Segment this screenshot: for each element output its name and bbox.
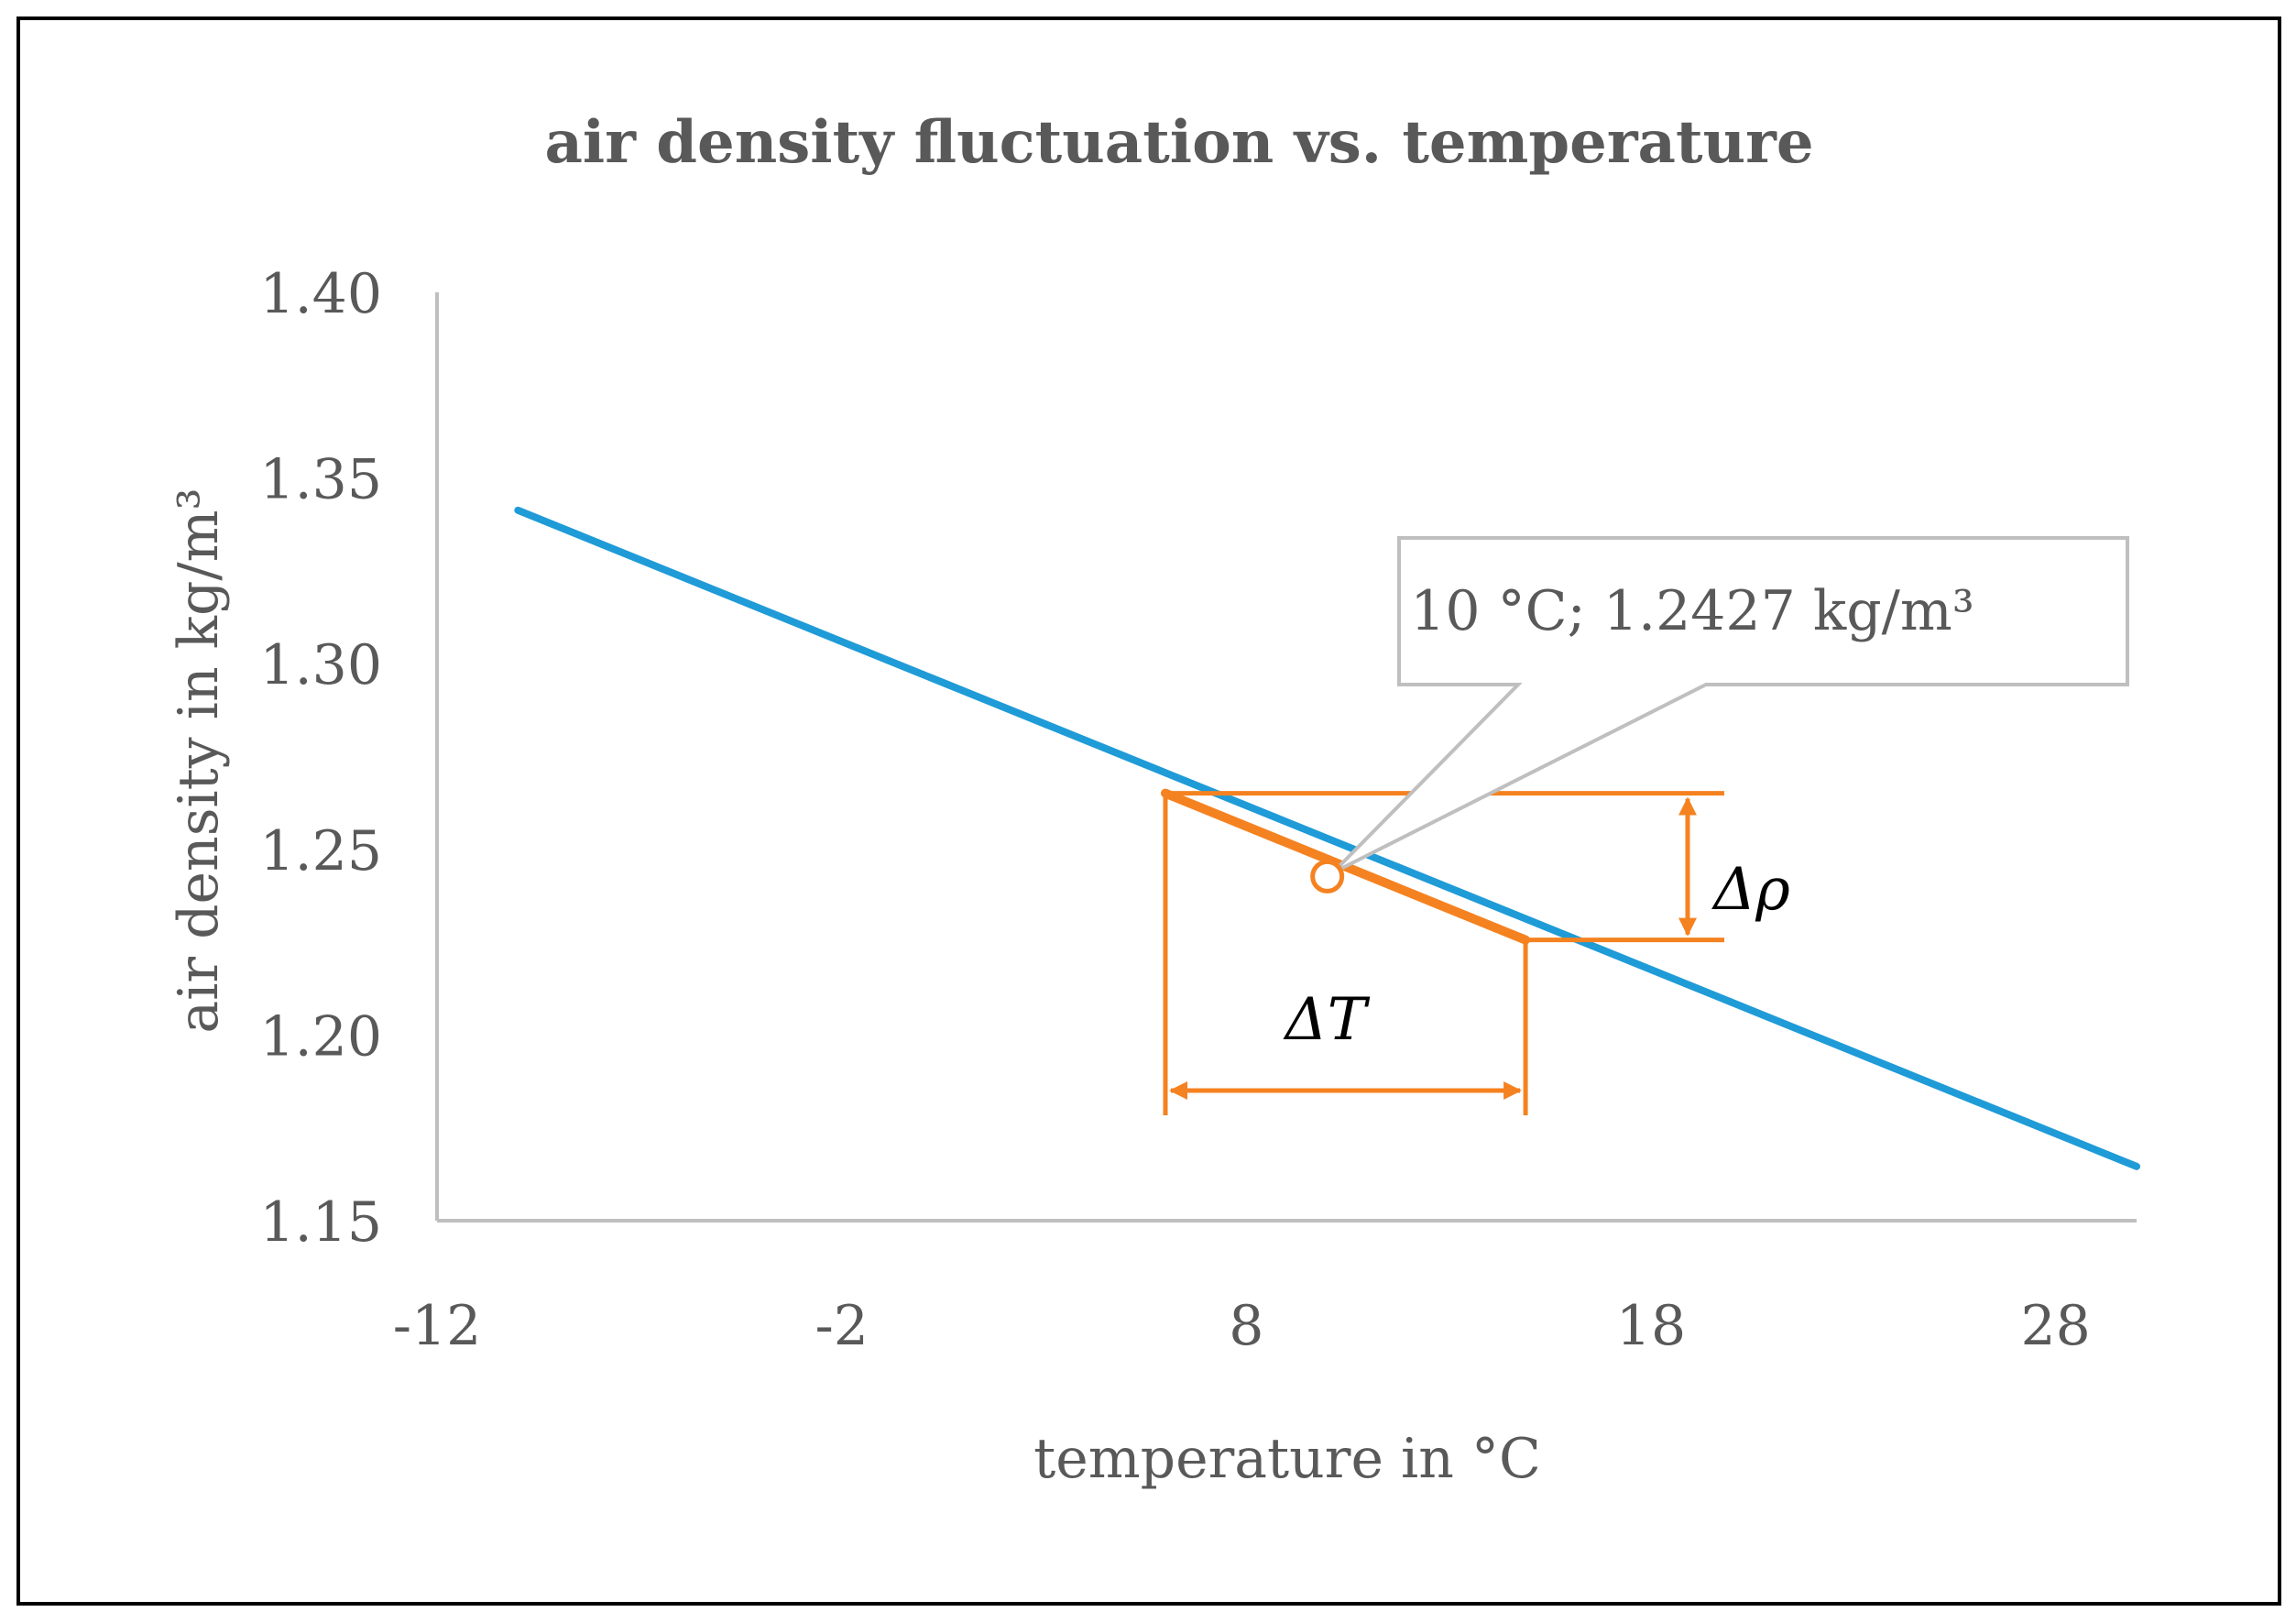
density-series-line	[514, 506, 2140, 1170]
annotation-callout: 10 °C; 1.2427 kg/m³	[1331, 536, 2129, 875]
y-tick-labels: 1.40 1.35 1.30 1.25 1.20 1.15	[259, 262, 382, 1255]
x-axis-label: temperature in °C	[1033, 1427, 1541, 1491]
x-tick-label: 8	[1229, 1294, 1263, 1358]
x-tick-label: 28	[2020, 1294, 2090, 1358]
annotation-label: 10 °C; 1.2427 kg/m³	[1410, 579, 1974, 643]
y-axis-label: air density in kg/m³	[167, 488, 231, 1033]
y-tick-label: 1.35	[259, 448, 382, 512]
y-tick-label: 1.20	[259, 1004, 382, 1069]
y-tick-label: 1.15	[259, 1190, 382, 1255]
annotation-callout-box	[1331, 536, 2129, 875]
series-layer	[514, 506, 2140, 1170]
y-tick-label: 1.25	[259, 819, 382, 883]
y-tick-label: 1.40	[259, 262, 382, 326]
figure-frame: air density fluctuation vs. temperature …	[16, 16, 2281, 1606]
x-tick-label: -12	[393, 1294, 482, 1358]
annotation-marker	[1310, 859, 1345, 894]
delta-density-label: Δρ	[1711, 856, 1790, 924]
highlight-layer	[1161, 788, 1724, 1115]
delta-temperature-label: ΔT	[1283, 986, 1371, 1054]
y-tick-label: 1.30	[259, 633, 382, 697]
x-tick-labels: -12 -2 8 18 28	[393, 1294, 2091, 1358]
x-tick-label: -2	[815, 1294, 868, 1358]
x-tick-label: 18	[1616, 1294, 1686, 1358]
chart-title: air density fluctuation vs. temperature	[544, 108, 1813, 177]
line-chart: air density fluctuation vs. temperature …	[167, 108, 2140, 1491]
